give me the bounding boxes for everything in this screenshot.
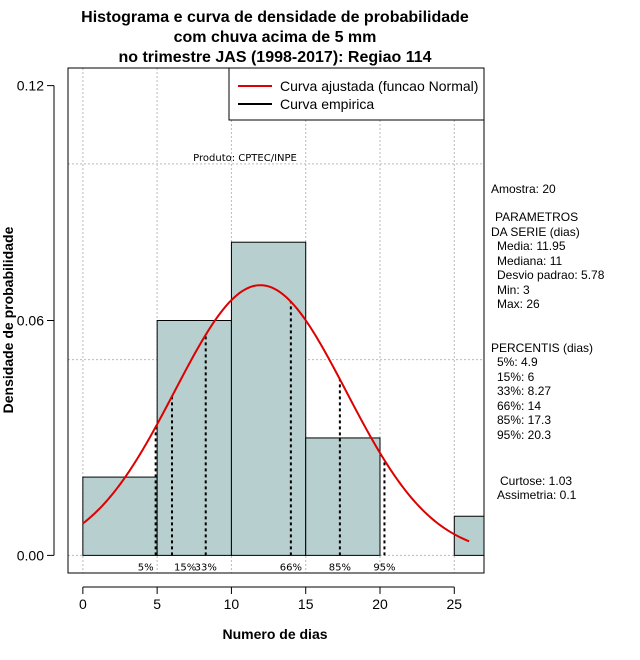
- stats-param-mediana: Mediana: 11: [497, 254, 562, 268]
- histogram-bar-2: [230, 241, 307, 556]
- stats-percentil-33: 33%: 8.27: [497, 384, 551, 398]
- stats-amostra: Amostra: 20: [491, 182, 556, 196]
- percentile-label-5: 95%: [373, 562, 395, 573]
- axes: 0 5 10 15 20 25 0.00 0.06 0.12: [17, 78, 463, 612]
- stats-curtose: Curtose: 1.03: [500, 474, 572, 488]
- percentile-label-1: 15%: [174, 562, 196, 573]
- stats-param-media: Media: 11.95: [497, 239, 566, 253]
- chart-title-line-1: Histograma e curva de densidade de proba…: [81, 9, 469, 26]
- x-tick-label-1: 5: [153, 596, 161, 612]
- x-tick-label-2: 10: [224, 596, 240, 612]
- stats-percentil-5: 5%: 4.9: [497, 355, 538, 369]
- stats-param-min: Min: 3: [497, 283, 530, 297]
- chart-title-line-3: no trimestre JAS (1998-2017): Regiao 114: [118, 49, 431, 66]
- stats-panel: Amostra: 20 PARAMETROS DA SERIE (dias) M…: [491, 182, 605, 502]
- y-tick-label-1: 0.06: [17, 313, 44, 329]
- histogram-bar-0: [82, 476, 158, 556]
- legend-label-empirical: Curva empirica: [280, 96, 374, 112]
- y-tick-label-2: 0.12: [17, 78, 44, 94]
- histogram-bar-3: [305, 437, 381, 556]
- stats-percentil-15: 15%: 6: [497, 370, 535, 384]
- stats-assimetria: Assimetria: 0.1: [497, 488, 577, 502]
- percentile-labels: 5% 15%33% 66% 85% 95%: [138, 562, 396, 573]
- x-tick-label-5: 25: [446, 596, 462, 612]
- y-tick-label-0: 0.00: [17, 547, 44, 563]
- percentile-label-2: 33%: [195, 562, 217, 573]
- legend: Curva ajustada (funcao Normal) Curva emp…: [228, 67, 485, 121]
- y-axis-title: Densidade de probabilidade: [0, 226, 16, 413]
- stats-param-header-1: PARAMETROS: [495, 210, 578, 224]
- percentile-label-4: 85%: [329, 562, 351, 573]
- normal-curve-layer: [82, 284, 470, 543]
- percentile-label-3: 66%: [280, 562, 302, 573]
- normal-fit-curve: [82, 284, 470, 543]
- x-tick-label-3: 15: [298, 596, 314, 612]
- x-axis-title: Numero de dias: [222, 626, 327, 642]
- stats-param-header-2: DA SERIE (dias): [491, 225, 580, 239]
- stats-percentil-95: 95%: 20.3: [497, 428, 551, 442]
- stats-percentil-66: 66%: 14: [497, 399, 541, 413]
- stats-param-desvio: Desvio padrao: 5.78: [497, 268, 605, 282]
- x-tick-label-0: 0: [79, 596, 87, 612]
- stats-param-max: Max: 26: [497, 297, 540, 311]
- percentile-label-0: 5%: [138, 562, 154, 573]
- histogram-bar-1: [156, 320, 232, 556]
- stats-percentis-header: PERCENTIS (dias): [491, 341, 593, 355]
- histogram-bars: [82, 241, 485, 556]
- x-tick-label-4: 20: [372, 596, 388, 612]
- legend-label-normal: Curva ajustada (funcao Normal): [280, 78, 478, 94]
- watermark-produto: Produto: CPTEC/INPE: [193, 153, 297, 164]
- chart-title-line-2: com chuva acima de 5 mm: [174, 29, 377, 46]
- stats-percentil-85: 85%: 17.3: [497, 413, 551, 427]
- percentile-lines: [154, 301, 386, 556]
